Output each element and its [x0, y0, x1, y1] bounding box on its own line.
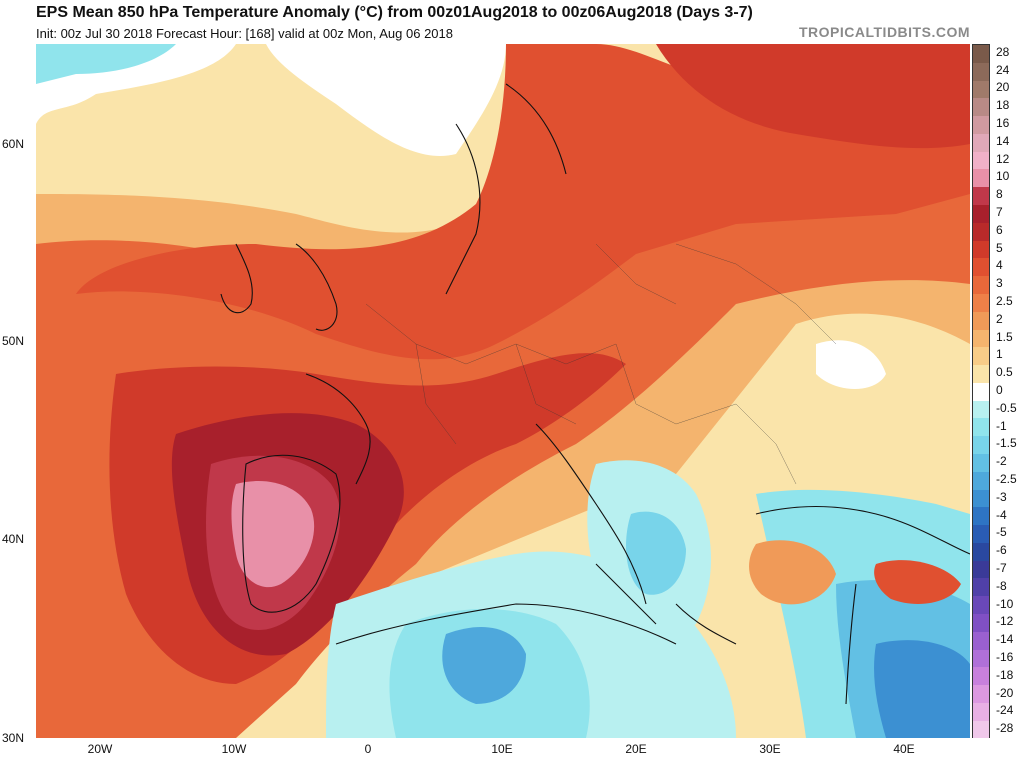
colorbar-swatch: [973, 347, 989, 366]
colorbar-swatch: [973, 685, 989, 703]
colorbar-swatch: [973, 329, 989, 348]
colorbar-label: 3: [996, 276, 1003, 291]
colorbar-swatch: [973, 667, 989, 686]
lat-label-30n: 30N: [2, 731, 25, 745]
colorbar-swatch: [973, 542, 989, 561]
colorbar-label: -14: [996, 632, 1014, 647]
anomaly-map[interactable]: [36, 44, 970, 738]
lat-label-40n: 40N: [2, 532, 25, 546]
colorbar-label: -16: [996, 649, 1014, 664]
lon-label-0: 0: [364, 742, 372, 756]
colorbar-label: 2: [996, 311, 1003, 326]
colorbar-swatch: [973, 98, 989, 117]
lon-label-20w: 20W: [87, 742, 113, 756]
lon-label-10e: 10E: [491, 742, 513, 756]
colorbar-label: -1.5: [996, 436, 1017, 451]
colorbar-label: 24: [996, 62, 1010, 77]
colorbar-label: 8: [996, 187, 1003, 202]
colorbar-swatch: [973, 133, 989, 152]
colorbar-label: 12: [996, 151, 1010, 166]
colorbar-swatch: [973, 471, 989, 490]
colorbar-swatch: [973, 507, 989, 526]
colorbar-label: -1: [996, 418, 1007, 433]
colorbar-swatch: [973, 720, 989, 739]
colorbar-label: 4: [996, 258, 1003, 273]
colorbar-swatch: [973, 276, 989, 294]
colorbar-label: 14: [996, 133, 1010, 148]
colorbar-swatch: [973, 258, 989, 277]
colorbar-swatch: [973, 205, 989, 223]
init-info: Init: 00z Jul 30 2018 Forecast Hour: [16…: [36, 26, 453, 41]
colorbar-label: 0.5: [996, 365, 1013, 380]
colorbar-label: 0: [996, 383, 1003, 397]
colorbar-label: -18: [996, 667, 1014, 682]
colorbar-label: -0.5: [996, 400, 1017, 415]
colorbar-swatch: [973, 293, 989, 312]
colorbar-label: -20: [996, 685, 1014, 700]
colorbar-label: 18: [996, 98, 1010, 113]
colorbar-swatch: [973, 240, 989, 259]
colorbar-label: -4: [996, 507, 1007, 522]
brand-logo[interactable]: TROPICALTIDBITS.COM: [798, 24, 970, 40]
colorbar-label: -12: [996, 614, 1014, 629]
colorbar-label: 6: [996, 222, 1003, 237]
colorbar-swatch: [973, 560, 989, 579]
colorbar-label: -28: [996, 721, 1014, 736]
colorbar-label: -7: [996, 560, 1007, 575]
colorbar-label: -2.5: [996, 471, 1017, 486]
colorbar-swatch: [973, 614, 989, 632]
colorbar-swatch: [973, 151, 989, 170]
lat-label-60n: 60N: [2, 137, 25, 151]
lon-label-40e: 40E: [893, 742, 915, 756]
colorbar-swatch: [973, 418, 989, 437]
colorbar: [972, 44, 990, 739]
colorbar-label: 1.5: [996, 329, 1013, 344]
colorbar-label: 7: [996, 205, 1003, 220]
colorbar-swatch: [973, 489, 989, 508]
colorbar-swatch: [973, 649, 989, 668]
colorbar-label: 10: [996, 169, 1010, 184]
colorbar-swatch: [973, 169, 989, 188]
colorbar-label: 2.5: [996, 294, 1013, 309]
lat-label-50n: 50N: [2, 334, 25, 348]
map-canvas: [36, 44, 970, 738]
colorbar-swatch: [973, 578, 989, 597]
colorbar-swatch: [973, 596, 989, 614]
colorbar-label: -2: [996, 454, 1007, 469]
colorbar-swatch: [973, 631, 989, 650]
colorbar-swatch: [973, 436, 989, 454]
colorbar-swatch: [973, 45, 989, 63]
colorbar-label: 20: [996, 80, 1010, 95]
colorbar-swatch: [973, 116, 989, 134]
colorbar-swatch: [973, 80, 989, 99]
colorbar-label: -10: [996, 596, 1014, 611]
page-title: EPS Mean 850 hPa Temperature Anomaly (°C…: [36, 4, 753, 21]
colorbar-swatch: [973, 187, 989, 206]
colorbar-swatch: [973, 525, 989, 543]
colorbar-label: -3: [996, 489, 1007, 504]
lon-label-10w: 10W: [221, 742, 247, 756]
colorbar-swatch: [973, 222, 989, 241]
colorbar-label: 1: [996, 347, 1003, 362]
colorbar-swatch: [973, 702, 989, 721]
lon-label-20e: 20E: [625, 742, 647, 756]
colorbar-swatch: [973, 382, 989, 401]
colorbar-swatch: [973, 311, 989, 330]
colorbar-label: -8: [996, 578, 1007, 593]
colorbar-swatch: [973, 365, 989, 383]
colorbar-swatch: [973, 453, 989, 472]
colorbar-label: -6: [996, 543, 1007, 558]
colorbar-label: -5: [996, 525, 1007, 540]
colorbar-swatch: [973, 62, 989, 81]
colorbar-label: 28: [996, 44, 1010, 59]
header: EPS Mean 850 hPa Temperature Anomaly (°C…: [0, 0, 1024, 44]
colorbar-label: 16: [996, 116, 1010, 131]
colorbar-swatch: [973, 400, 989, 419]
lon-label-30e: 30E: [759, 742, 781, 756]
colorbar-label: -24: [996, 703, 1014, 718]
colorbar-label: 5: [996, 240, 1003, 255]
